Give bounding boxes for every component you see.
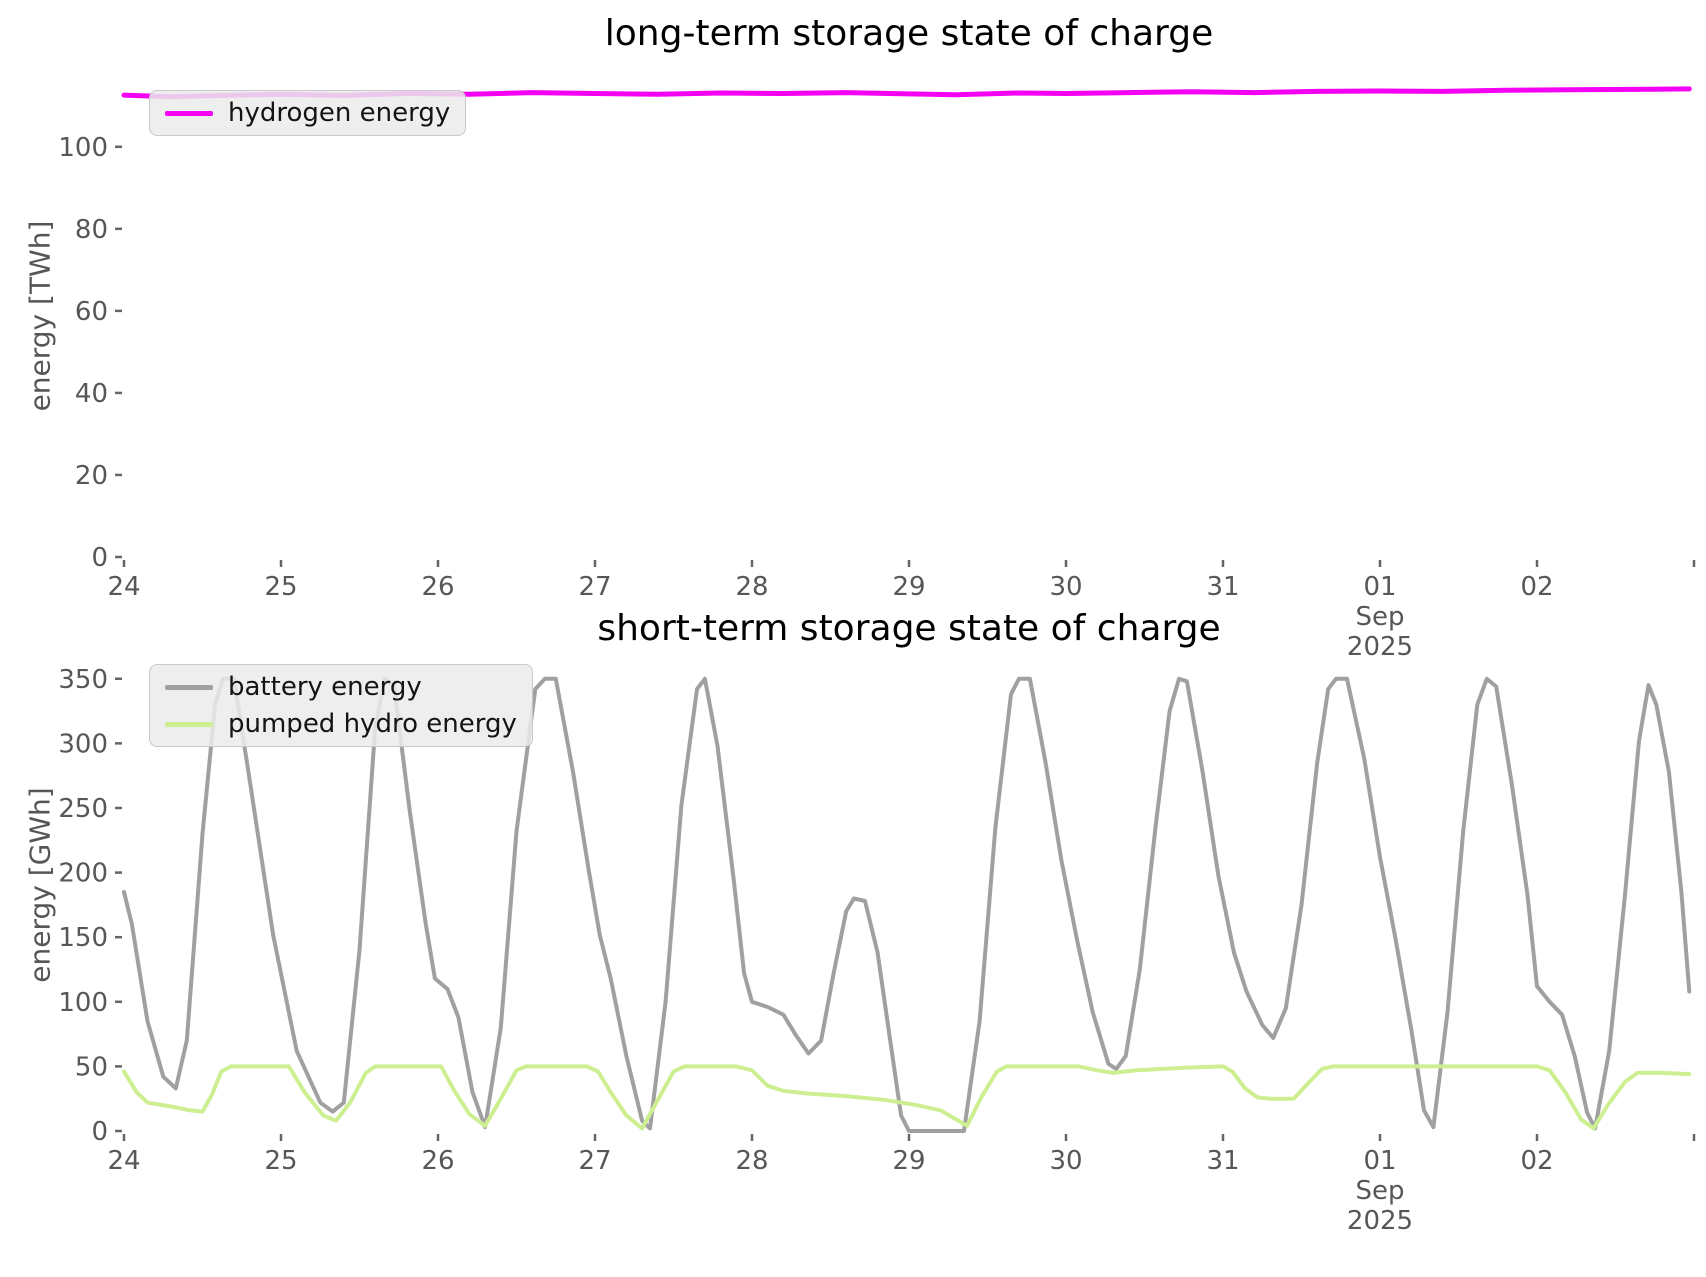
battery-line-swatch [165,684,213,690]
y-axis-label-long-term: energy [TWh] [23,220,57,412]
y-tick-label: 80 [75,215,108,245]
legend-item-hydrogen: hydrogen energy [165,98,450,128]
legend-label-hydrogen: hydrogen energy [228,98,451,128]
legend-label-battery: battery energy [228,672,422,702]
y-tick-label: 200 [58,859,108,889]
x-tick-label: 30 [1049,572,1082,602]
x-tick-label: 31 [1206,572,1239,602]
x-tick-label: 31 [1206,1146,1239,1176]
x-tick-sublabel: 2025 [1347,1206,1413,1236]
y-tick-label: 250 [58,794,108,824]
x-tick-sublabel: 2025 [1347,632,1413,662]
x-tick-label: 02 [1520,572,1553,602]
x-tick-label: 01 [1363,572,1396,602]
hydrogen-line-swatch [165,110,213,116]
x-tick-sublabel: Sep [1355,1176,1404,1206]
y-tick-label: 60 [75,297,108,327]
x-tick-label: 28 [735,1146,768,1176]
series-line-pumped-hydro-energy [122,1064,1692,1131]
y-tick-label: 350 [58,665,108,695]
y-tick-label: 100 [58,988,108,1018]
legend-short-term: battery energy pumped hydro energy [149,664,533,747]
x-tick-label: 29 [892,1146,925,1176]
x-tick-label: 25 [264,1146,297,1176]
x-tick-label: 24 [107,572,140,602]
y-tick-label: 100 [58,133,108,163]
x-tick-label: 30 [1049,1146,1082,1176]
x-tick-label: 28 [735,572,768,602]
x-tick-label: 27 [578,572,611,602]
y-tick-label: 50 [75,1052,108,1082]
chart-title-short-term: short-term storage state of charge [597,608,1221,649]
y-tick-label: 0 [91,543,108,573]
x-tick-label: 01 [1363,1146,1396,1176]
x-tick-label: 24 [107,1146,140,1176]
x-tick-label: 02 [1520,1146,1553,1176]
pumped-hydro-line-swatch [165,721,213,727]
legend-item-battery: battery energy [165,672,517,702]
legend-item-pumped-hydro: pumped hydro energy [165,709,517,739]
x-tick-sublabel: Sep [1355,602,1404,632]
y-tick-label: 300 [58,729,108,759]
legend-label-pumped-hydro: pumped hydro energy [228,709,517,739]
y-tick-label: 150 [58,923,108,953]
x-tick-label: 29 [892,572,925,602]
x-tick-label: 26 [421,572,454,602]
chart-title-long-term: long-term storage state of charge [604,13,1214,54]
x-tick-label: 26 [421,1146,454,1176]
y-axis-label-short-term: energy [GWh] [23,787,57,983]
y-tick-label: 0 [91,1117,108,1147]
legend-long-term: hydrogen energy [149,90,467,136]
x-tick-label: 27 [578,1146,611,1176]
y-tick-label: 20 [75,461,108,491]
x-tick-label: 25 [264,572,297,602]
y-tick-label: 40 [75,379,108,409]
